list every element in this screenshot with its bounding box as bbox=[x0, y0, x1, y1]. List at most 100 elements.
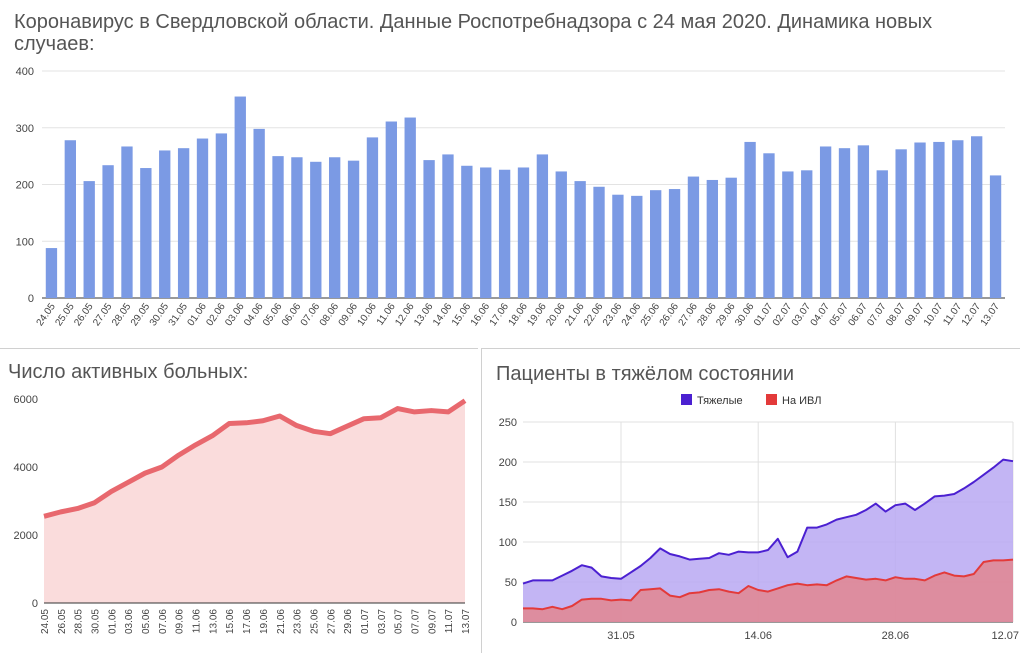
bar bbox=[574, 181, 586, 298]
chart-title: Число активных больных: bbox=[8, 361, 249, 383]
legend-label: Тяжелые bbox=[697, 395, 743, 407]
y-tick-label: 0 bbox=[511, 617, 517, 629]
chart-title: Коронавирус в Свердловской области. Данн… bbox=[14, 11, 933, 55]
x-tick-label: 22.06 bbox=[582, 301, 606, 328]
bar bbox=[687, 176, 700, 298]
x-tick-label: 12.06 bbox=[393, 301, 417, 328]
x-tick-label: 19.06 bbox=[525, 301, 549, 328]
y-tick-label: 400 bbox=[16, 66, 34, 78]
x-tick-label: 20.06 bbox=[544, 301, 568, 328]
x-tick-label: 09.07 bbox=[427, 609, 438, 634]
x-tick-label: 27.05 bbox=[91, 301, 115, 328]
bar bbox=[366, 137, 379, 298]
x-tick-label: 02.06 bbox=[204, 301, 228, 328]
bar bbox=[291, 157, 303, 298]
bar bbox=[64, 140, 76, 298]
series-line bbox=[43, 398, 467, 519]
bar bbox=[744, 141, 756, 298]
x-tick-label: 24.05 bbox=[35, 301, 59, 328]
bar bbox=[763, 153, 775, 298]
area-fill bbox=[523, 559, 1013, 622]
bar bbox=[121, 146, 133, 298]
bar bbox=[650, 190, 662, 298]
bar bbox=[536, 154, 549, 298]
x-tick-label: 06.06 bbox=[280, 301, 304, 328]
x-tick-label: 16.06 bbox=[469, 301, 493, 328]
bar bbox=[83, 181, 95, 298]
x-tick-label: 25.06 bbox=[639, 301, 663, 328]
active-patients-panel: Число активных больных: 0 2000 4000 6000 24.… bbox=[0, 348, 478, 653]
severe-patients-area-chart: Тяжелые На ИВЛ 0 50 100 150 200 250 31.05 14.06 28… bbox=[499, 394, 1019, 642]
y-tick-label: 0 bbox=[28, 293, 34, 305]
bar bbox=[272, 156, 284, 298]
bar bbox=[819, 146, 832, 298]
x-tick-label: 31.05 bbox=[607, 630, 635, 642]
x-tick-label: 05.07 bbox=[828, 301, 852, 328]
x-tick-label: 03.07 bbox=[790, 301, 814, 328]
x-tick-label: 05.06 bbox=[261, 301, 285, 328]
x-tick-label: 21.06 bbox=[276, 609, 287, 634]
x-tick-label: 23.06 bbox=[293, 609, 304, 634]
bar bbox=[310, 161, 322, 298]
x-tick-label: 02.07 bbox=[771, 301, 795, 328]
x-tick-label: 01.07 bbox=[752, 301, 776, 328]
x-tick-label: 25.06 bbox=[309, 609, 320, 634]
y-tick-label: 300 bbox=[16, 123, 34, 135]
bar bbox=[498, 169, 511, 298]
x-tick-label: 28.05 bbox=[74, 609, 85, 634]
bar bbox=[933, 141, 945, 298]
bar bbox=[442, 154, 454, 298]
x-tick-label: 11.06 bbox=[192, 609, 203, 634]
x-tick-label: 08.07 bbox=[884, 301, 908, 328]
x-tick-label: 10.06 bbox=[356, 301, 380, 328]
bar bbox=[253, 128, 265, 298]
series-line bbox=[523, 558, 1014, 611]
y-tick-label: 0 bbox=[32, 598, 38, 610]
x-tick-label: 09.07 bbox=[903, 301, 927, 328]
bar bbox=[102, 165, 114, 298]
x-tick-label: 15.06 bbox=[225, 609, 236, 634]
series-line bbox=[522, 458, 1014, 585]
area-fill bbox=[44, 400, 465, 603]
x-tick-label: 05.06 bbox=[141, 609, 152, 634]
y-tick-label: 200 bbox=[16, 180, 34, 192]
y-tick-label: 100 bbox=[16, 236, 34, 248]
x-tick-label: 09.06 bbox=[337, 301, 361, 328]
x-tick-label: 29.06 bbox=[714, 301, 738, 328]
x-tick-label: 14.06 bbox=[431, 301, 455, 328]
x-tick-label: 27.06 bbox=[326, 609, 337, 634]
y-tick-label: 150 bbox=[499, 497, 517, 509]
x-tick-label: 30.06 bbox=[733, 301, 757, 328]
bar bbox=[177, 148, 190, 298]
x-tick-label: 03.07 bbox=[377, 609, 388, 634]
bar bbox=[461, 165, 473, 298]
y-tick-label: 2000 bbox=[14, 530, 38, 542]
y-tick-label: 100 bbox=[499, 537, 517, 549]
x-tick-label: 27.06 bbox=[677, 301, 701, 328]
x-tick-label: 12.07 bbox=[960, 301, 984, 328]
x-tick-label: 11.07 bbox=[444, 609, 455, 634]
x-tick-label: 17.06 bbox=[488, 301, 512, 328]
bar bbox=[385, 121, 397, 298]
bar bbox=[555, 171, 567, 298]
x-tick-label: 14.06 bbox=[744, 630, 772, 642]
x-tick-label: 29.05 bbox=[129, 301, 153, 328]
bar bbox=[706, 179, 718, 298]
bar bbox=[612, 194, 624, 298]
new-cases-bar-chart: 010020030040024.0525.0526.0527.0528.0529… bbox=[16, 66, 1005, 328]
bar bbox=[423, 160, 435, 298]
bar bbox=[517, 167, 530, 298]
x-tick-label: 07.07 bbox=[865, 301, 889, 328]
x-tick-label: 26.05 bbox=[57, 609, 68, 634]
bar bbox=[196, 138, 209, 298]
x-tick-label: 30.05 bbox=[148, 301, 172, 328]
x-tick-label: 28.05 bbox=[110, 301, 134, 328]
x-tick-label: 18.06 bbox=[507, 301, 531, 328]
chart-title: Пациенты в тяжёлом состоянии bbox=[496, 363, 795, 385]
x-tick-label: 21.06 bbox=[563, 301, 587, 328]
active-patients-area-chart: 0 2000 4000 6000 24.05 26.05 28.05 30.05 01.06 03… bbox=[14, 394, 472, 634]
x-tick-label: 17.06 bbox=[242, 609, 253, 634]
y-tick-label: 6000 bbox=[14, 394, 38, 406]
x-tick-label: 26.06 bbox=[658, 301, 682, 328]
x-tick-label: 06.07 bbox=[846, 301, 870, 328]
